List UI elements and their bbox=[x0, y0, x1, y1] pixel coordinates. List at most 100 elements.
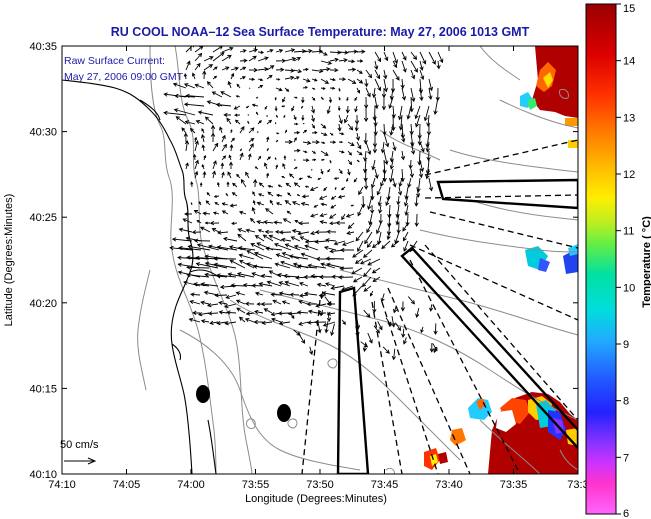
current-vector bbox=[272, 299, 282, 305]
current-vector bbox=[338, 114, 343, 125]
current-vector bbox=[403, 195, 409, 207]
current-vector bbox=[280, 237, 292, 243]
current-vector bbox=[250, 243, 265, 251]
current-vector bbox=[330, 323, 335, 337]
current-vector bbox=[256, 201, 265, 206]
current-vector bbox=[338, 140, 344, 144]
coastline bbox=[62, 79, 221, 474]
current-vector bbox=[221, 202, 229, 206]
current-vector bbox=[436, 60, 441, 70]
current-vector bbox=[213, 194, 220, 198]
current-vector bbox=[194, 140, 199, 152]
current-vector bbox=[221, 143, 227, 152]
current-vector bbox=[239, 152, 244, 161]
current-vector bbox=[183, 83, 196, 89]
current-vector bbox=[417, 132, 422, 146]
current-vector bbox=[313, 204, 319, 208]
current-vector bbox=[274, 121, 277, 125]
current-vector bbox=[283, 273, 300, 279]
current-vector bbox=[281, 300, 291, 305]
current-vector bbox=[363, 150, 368, 162]
current-vector bbox=[364, 231, 373, 245]
current-vector bbox=[248, 67, 259, 73]
current-vector bbox=[189, 127, 196, 134]
colorbar-tick-label: 15 bbox=[623, 3, 635, 15]
x-axis-title: Longitude (Degrees:Minutes) bbox=[245, 493, 387, 505]
current-vector bbox=[257, 85, 264, 89]
current-vector bbox=[200, 133, 206, 143]
current-vector bbox=[357, 204, 364, 217]
current-vector bbox=[268, 270, 282, 278]
current-vector bbox=[297, 264, 318, 269]
current-vector bbox=[230, 66, 239, 71]
current-vector bbox=[212, 66, 218, 71]
current-vector bbox=[211, 91, 223, 98]
current-vector bbox=[323, 186, 328, 192]
current-vector bbox=[391, 348, 397, 361]
colorbar-tick-label: 14 bbox=[623, 56, 635, 68]
current-vector bbox=[338, 50, 349, 55]
current-vector bbox=[329, 221, 337, 226]
current-vector bbox=[330, 285, 345, 291]
current-vector bbox=[173, 108, 196, 116]
current-vector bbox=[263, 162, 268, 170]
current-vector bbox=[329, 57, 339, 63]
current-vector bbox=[414, 105, 421, 120]
current-vector bbox=[361, 276, 372, 288]
current-vector bbox=[274, 96, 277, 101]
current-vector bbox=[433, 96, 439, 116]
current-vector bbox=[326, 229, 337, 234]
current-vector bbox=[301, 194, 310, 199]
current-vector bbox=[278, 291, 291, 296]
current-vector bbox=[433, 323, 438, 336]
current-vector bbox=[333, 176, 340, 180]
current-vector bbox=[221, 171, 225, 179]
current-vector bbox=[210, 124, 216, 133]
current-vector bbox=[340, 186, 346, 191]
current-vector bbox=[324, 320, 329, 334]
current-vector bbox=[374, 51, 382, 63]
current-vector bbox=[196, 219, 202, 224]
current-vector bbox=[220, 91, 232, 98]
current-vector bbox=[319, 309, 324, 317]
current-vector bbox=[200, 300, 210, 305]
current-vector bbox=[234, 113, 241, 117]
current-vector bbox=[258, 281, 273, 287]
current-vector bbox=[194, 52, 203, 62]
current-vector bbox=[185, 60, 191, 71]
current-vector bbox=[193, 210, 202, 215]
current-vector bbox=[184, 120, 196, 125]
current-vector bbox=[383, 78, 388, 93]
current-vector bbox=[206, 81, 214, 89]
y-tick-label: 40:10 bbox=[29, 469, 57, 481]
current-vector bbox=[228, 161, 233, 169]
current-vector bbox=[221, 66, 230, 71]
current-vector bbox=[359, 258, 372, 265]
current-vector bbox=[201, 144, 206, 152]
current-vector bbox=[300, 252, 318, 260]
current-vector bbox=[284, 139, 294, 145]
current-vector bbox=[248, 143, 254, 152]
current-vector bbox=[266, 119, 273, 125]
current-vector bbox=[324, 296, 332, 306]
current-vector bbox=[284, 68, 295, 73]
current-vector bbox=[334, 186, 337, 191]
current-vector bbox=[233, 105, 241, 110]
current-vector bbox=[290, 313, 295, 320]
current-vector bbox=[247, 120, 250, 125]
current-vector bbox=[275, 114, 278, 118]
current-vector bbox=[203, 56, 214, 62]
current-vector bbox=[409, 123, 414, 136]
current-vector bbox=[278, 281, 291, 287]
current-vector bbox=[222, 236, 238, 242]
current-vector bbox=[376, 186, 382, 196]
current-vector bbox=[293, 182, 301, 188]
current-vector bbox=[366, 240, 373, 248]
current-vector bbox=[174, 93, 196, 99]
current-vector bbox=[367, 195, 373, 210]
current-vector bbox=[221, 210, 229, 215]
current-vector bbox=[415, 114, 421, 128]
current-vector bbox=[248, 127, 255, 134]
current-vector bbox=[281, 175, 286, 179]
current-vector bbox=[275, 253, 291, 260]
